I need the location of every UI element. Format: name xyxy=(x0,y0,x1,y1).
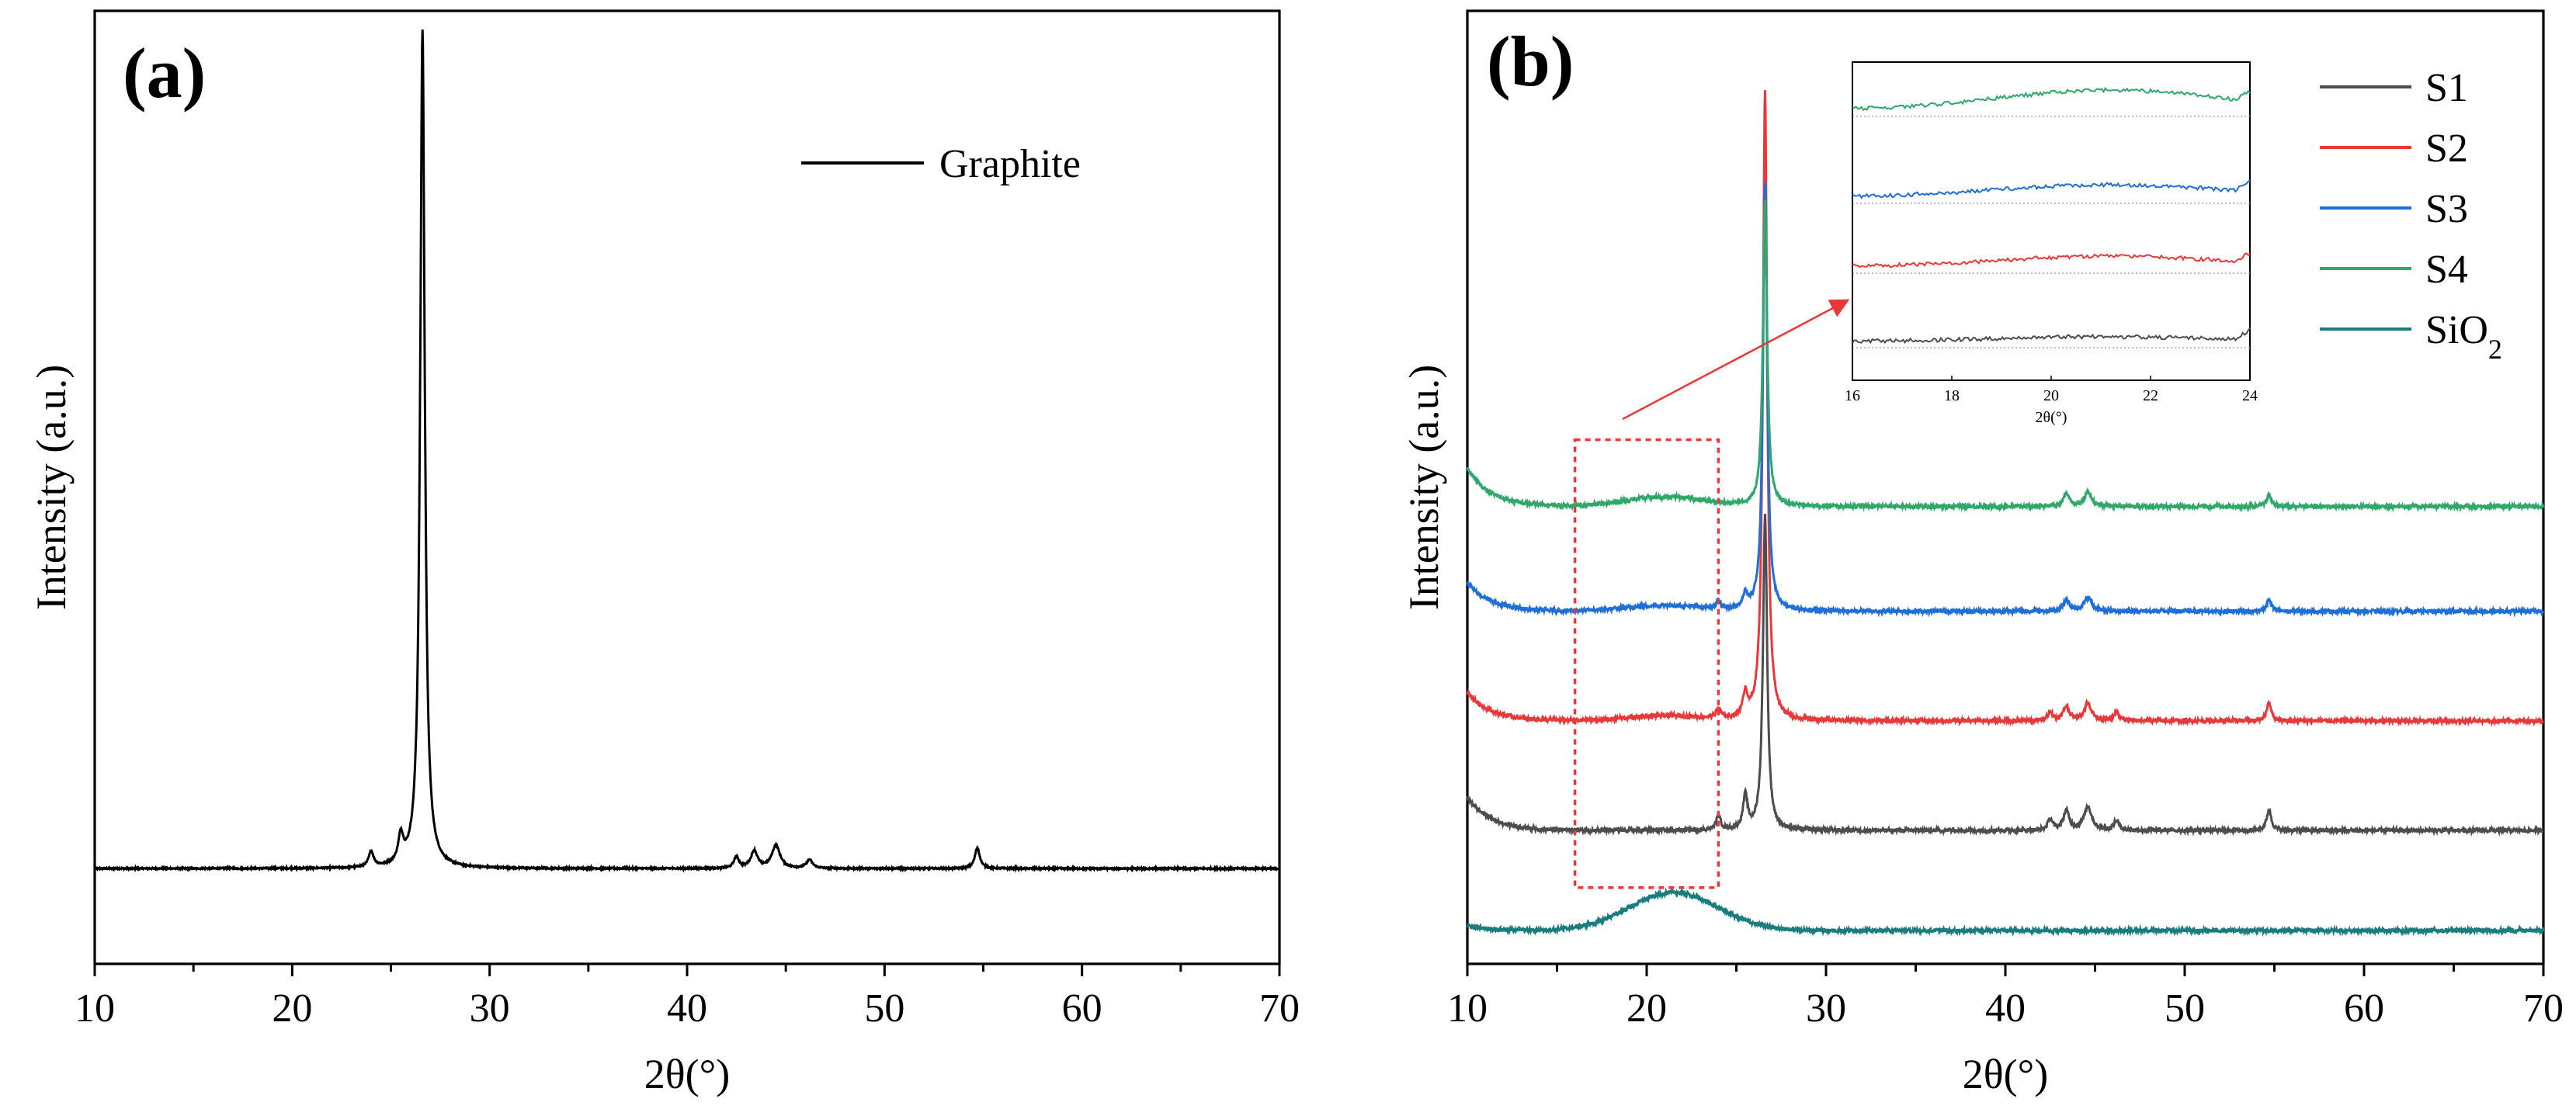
legend-label-graphite: Graphite xyxy=(939,142,1081,186)
panel-b-x-tick-label: 70 xyxy=(2523,986,2564,1031)
panel-b-x-tick-label: 60 xyxy=(2344,986,2384,1031)
legend-label-subscript: 2 xyxy=(2488,334,2502,365)
panel-a-x-axis-title: 2θ(°) xyxy=(644,1051,730,1097)
panel-b-x-tick-label: 50 xyxy=(2165,986,2205,1031)
panel-b-y-axis-title: Intensity (a.u.) xyxy=(1401,365,1447,610)
panel-a-plot-frame xyxy=(93,9,1281,965)
highlight-box xyxy=(1573,438,1720,889)
series-line-s3 xyxy=(1466,182,2545,618)
inset-x-tick-label: 24 xyxy=(2242,387,2258,404)
legend-label-sio2: SiO2 xyxy=(2425,308,2502,365)
panel-b-x-tick-label: 30 xyxy=(1806,986,1846,1031)
inset-x-tick-label: 18 xyxy=(1944,387,1960,404)
panel-a-x-tick-label: 30 xyxy=(470,986,510,1031)
panel-a-x-tick-label: 50 xyxy=(864,986,904,1031)
legend-label-s4: S4 xyxy=(2425,248,2468,292)
series-line-sio xyxy=(1467,886,2545,937)
panel-b: 10 20 30 40 50 60 70 2θ(°) Intensity (a.u.) (b) 16… xyxy=(1401,9,2564,1097)
series-line-s2 xyxy=(1466,90,2544,727)
inset-arrow xyxy=(1622,299,1850,421)
inset-series-line-s1 xyxy=(1852,328,2251,345)
panel-a-x-tick-label: 20 xyxy=(272,986,312,1031)
inset-frame xyxy=(1852,61,2251,381)
inset-series-line-s4 xyxy=(1852,86,2251,112)
legend-label-s3: S3 xyxy=(2425,187,2468,231)
inset-x-axis-title: 2θ(°) xyxy=(2036,409,2067,426)
panel-a-x-tick-label: 40 xyxy=(667,986,707,1031)
series-line-s1 xyxy=(1466,513,2544,837)
panel-a-label: (a) xyxy=(123,33,206,113)
panel-a-x-tick-label: 10 xyxy=(75,986,115,1031)
legend-label-s1: S1 xyxy=(2425,66,2468,110)
inset-series-line-s2 xyxy=(1852,252,2251,269)
panel-b-label: (b) xyxy=(1487,22,1574,101)
panel-b-x-tick-label: 10 xyxy=(1447,986,1488,1031)
panel-a-y-axis-title: Intensity (a.u.) xyxy=(28,365,75,610)
legend-label-s2: S2 xyxy=(2425,126,2468,171)
panel-a-x-tick-label: 70 xyxy=(1259,986,1300,1031)
inset-x-tick-label: 22 xyxy=(2143,387,2158,404)
panel-b-x-tick-label: 40 xyxy=(1985,986,2026,1031)
panel-a: 10 20 30 40 50 60 70 2θ(°) Intensity (a.u.) (a) Gr… xyxy=(28,9,1300,1097)
series-line-s4 xyxy=(1466,199,2545,513)
panel-a-x-tick-label: 60 xyxy=(1062,986,1102,1031)
inset-x-tick-label: 20 xyxy=(2043,387,2059,404)
series-line-graphite xyxy=(93,29,1281,873)
panel-b-x-axis-title: 2θ(°) xyxy=(1963,1051,2048,1097)
inset-series-line-s3 xyxy=(1852,179,2251,199)
inset-x-tick-label: 16 xyxy=(1845,387,1860,404)
panel-b-x-tick-label: 20 xyxy=(1626,986,1667,1031)
